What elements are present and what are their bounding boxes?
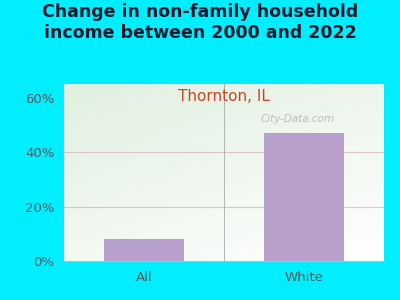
Text: City-Data.com: City-Data.com: [260, 114, 335, 124]
Text: Change in non-family household
income between 2000 and 2022: Change in non-family household income be…: [42, 3, 358, 42]
Bar: [264, 133, 344, 261]
Bar: [104, 239, 184, 261]
Text: Thornton, IL: Thornton, IL: [178, 89, 270, 104]
